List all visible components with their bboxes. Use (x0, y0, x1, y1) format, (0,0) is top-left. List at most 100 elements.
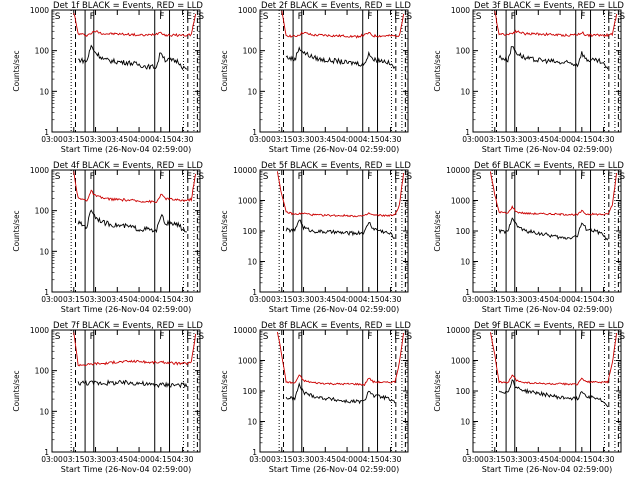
segment-flag: S (619, 332, 625, 342)
segment-flag: F (90, 12, 95, 22)
series-line-events (78, 44, 188, 71)
detector-panel: Det 1f BLACK = Events, RED = LLD 1 10 100 10… (12, 1, 204, 154)
series-line-events (77, 209, 187, 234)
series-line-events (77, 379, 188, 389)
y-axis-label: Counts/sec (433, 50, 442, 91)
x-tick-label: 04:00 (128, 455, 150, 464)
segment-flag: E (186, 12, 192, 22)
y-tick-label: 1 (252, 288, 257, 297)
x-tick-label: 04:30 (172, 455, 194, 464)
x-tick-label: 04:00 (549, 455, 571, 464)
y-tick-label: 100 (456, 227, 471, 236)
x-axis-label: Start Time (26-Nov-04 02:59:00) (61, 465, 191, 474)
detector-panel: Det 4f BLACK = Events, RED = LLD 1 10 100 10… (12, 161, 204, 314)
x-tick-label: 04:15 (150, 455, 172, 464)
panel-title: Det 9f BLACK = Events, RED = LLD (474, 321, 624, 331)
x-tick-label: 03:30 (293, 295, 315, 304)
segment-flag: S (406, 12, 412, 22)
y-tick-label: 10 (247, 87, 257, 96)
y-tick-label: 10 (39, 407, 49, 416)
segment-flag: S (476, 332, 482, 342)
segment-flag: E (607, 172, 613, 182)
y-tick-label: 10 (247, 258, 257, 267)
x-tick-label: 03:00 (462, 135, 484, 144)
x-tick-label: 03:15 (63, 135, 85, 144)
y-tick-label: 1 (465, 128, 470, 137)
y-tick-label: 10000 (233, 166, 257, 175)
y-tick-label: 1 (465, 288, 470, 297)
series-line-lld (73, 12, 197, 38)
segment-flag: S (406, 332, 412, 342)
x-tick-label: 04:00 (128, 295, 150, 304)
x-tick-label: 03:30 (506, 135, 528, 144)
x-tick-label: 03:15 (484, 455, 506, 464)
y-tick-label: 10 (460, 258, 470, 267)
series-line-lld (489, 171, 618, 217)
panel-title: Det 1f BLACK = Events, RED = LLD (53, 1, 203, 11)
series-line-lld (73, 171, 197, 204)
segment-flag: S (476, 12, 482, 22)
y-tick-label: 100 (35, 47, 50, 56)
y-tick-label: 1 (44, 128, 49, 137)
x-tick-label: 04:15 (150, 295, 172, 304)
segment-flag: F (580, 172, 585, 182)
segment-flag: E (394, 172, 400, 182)
series-line-lld (494, 11, 618, 38)
segment-flag: S (198, 172, 204, 182)
detector-panel: Det 5f BLACK = Events, RED = LLD 1 10 100 10… (220, 161, 412, 314)
x-tick-label: 04:30 (593, 295, 615, 304)
x-tick-label: 03:45 (314, 135, 336, 144)
x-tick-label: 04:30 (380, 295, 402, 304)
plot-frame (259, 9, 409, 133)
plot-frame (472, 329, 622, 453)
x-tick-label: 03:30 (293, 455, 315, 464)
x-tick-label: 03:15 (484, 135, 506, 144)
x-tick-label: 03:45 (527, 455, 549, 464)
x-tick-label: 03:30 (506, 295, 528, 304)
x-tick-label: 04:30 (593, 135, 615, 144)
x-tick-label: 04:15 (571, 455, 593, 464)
y-tick-label: 1 (252, 128, 257, 137)
segment-flag: F (90, 332, 95, 342)
x-tick-label: 03:15 (271, 295, 293, 304)
x-tick-label: 03:15 (484, 295, 506, 304)
x-tick-label: 04:15 (358, 135, 380, 144)
x-tick-label: 04:00 (336, 295, 358, 304)
detector-panel: Det 9f BLACK = Events, RED = LLD 1 10 100 10… (433, 321, 625, 474)
y-tick-label: 10 (39, 247, 49, 256)
x-tick-label: 03:45 (314, 455, 336, 464)
x-tick-label: 04:00 (336, 135, 358, 144)
x-tick-label: 03:15 (63, 295, 85, 304)
y-tick-label: 1000 (451, 6, 470, 15)
detector-panel: Det 2f BLACK = Events, RED = LLD 1 10 100 10… (220, 1, 412, 154)
y-tick-label: 10 (460, 87, 470, 96)
x-tick-label: 04:30 (593, 455, 615, 464)
x-axis-label: Start Time (26-Nov-04 02:59:00) (61, 145, 191, 154)
segment-flag: F (90, 172, 95, 182)
y-tick-label: 100 (243, 227, 258, 236)
y-tick-label: 1000 (451, 357, 470, 366)
segment-flag: F (511, 332, 516, 342)
segment-flag: F (298, 332, 303, 342)
y-tick-label: 10 (39, 87, 49, 96)
x-tick-label: 04:15 (358, 455, 380, 464)
x-tick-label: 03:15 (63, 455, 85, 464)
detector-panel: Det 8f BLACK = Events, RED = LLD 1 10 100 10… (220, 321, 412, 474)
plot-frame (51, 9, 201, 133)
plot-frame (472, 169, 622, 293)
series-line-events (498, 46, 609, 70)
segment-flag: E (607, 332, 613, 342)
x-tick-label: 04:00 (549, 295, 571, 304)
y-tick-label: 100 (456, 47, 471, 56)
y-tick-label: 1000 (30, 326, 49, 335)
y-tick-label: 10 (460, 418, 470, 427)
detector-panel: Det 6f BLACK = Events, RED = LLD 1 10 100 10… (433, 161, 625, 314)
panel-title: Det 6f BLACK = Events, RED = LLD (474, 161, 624, 171)
series-line-lld (489, 332, 618, 386)
plot-frame (51, 169, 201, 293)
segment-flag: E (394, 12, 400, 22)
segment-flag: E (186, 332, 192, 342)
y-tick-label: 1 (44, 288, 49, 297)
x-tick-label: 03:00 (249, 455, 271, 464)
x-tick-label: 04:15 (150, 135, 172, 144)
